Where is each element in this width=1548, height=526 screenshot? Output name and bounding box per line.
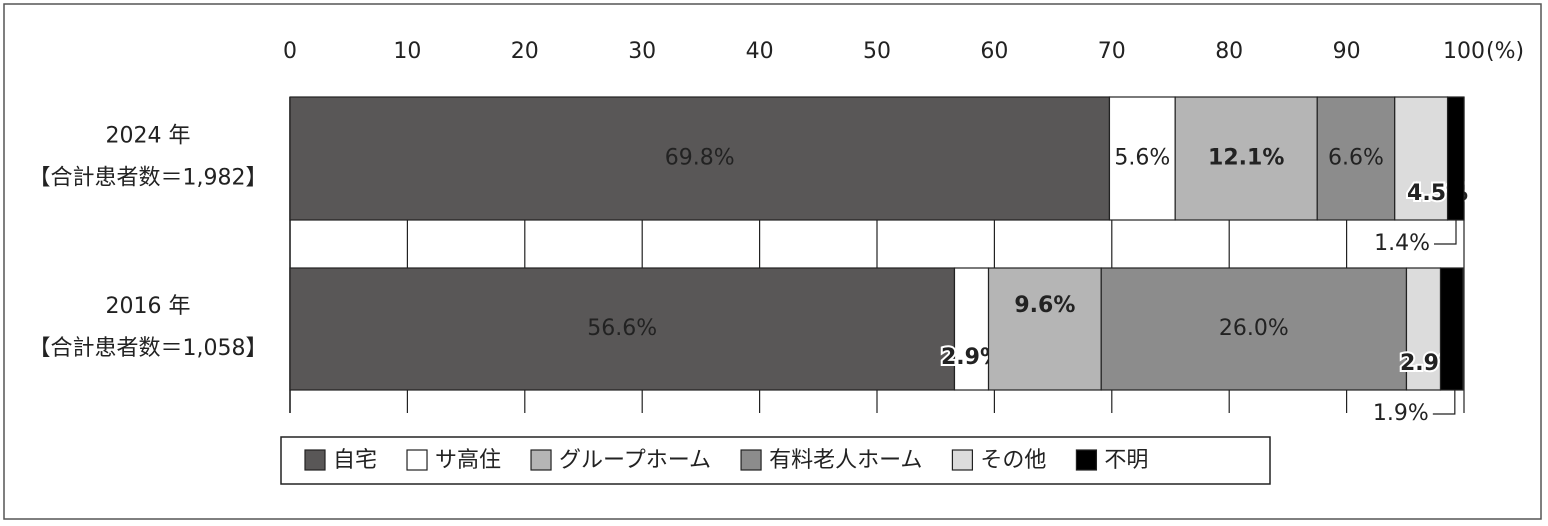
category-label: 2016 年 — [106, 294, 191, 319]
legend-swatch — [406, 449, 428, 471]
x-tick-label: 80 — [1215, 39, 1243, 64]
value-label: 12.1% — [1208, 146, 1284, 171]
bar-segment — [1446, 96, 1465, 221]
x-tick-label: 0 — [283, 39, 297, 64]
frame — [3, 3, 1542, 520]
bar-segment — [1100, 267, 1408, 391]
x-tick-label: 90 — [1333, 39, 1361, 64]
x-tick-label: 30 — [628, 39, 656, 64]
legend-label: 有料老人ホーム — [769, 448, 922, 473]
category-note: 【合計患者数＝1,982】 — [29, 166, 268, 191]
value-label: 1.4% — [1374, 231, 1430, 256]
bar-segment — [1405, 267, 1442, 391]
x-tick-label: 40 — [746, 39, 774, 64]
value-label: 26.0% — [1219, 316, 1289, 341]
x-tick-label: 70 — [1098, 39, 1126, 64]
bar-segment — [1316, 96, 1396, 221]
x-unit: (%) — [1486, 39, 1524, 64]
legend-swatch — [740, 449, 762, 471]
bar-segment — [1108, 96, 1176, 221]
value-label: 5.6% — [1114, 146, 1170, 171]
x-tick-label: 60 — [980, 39, 1008, 64]
value-label: 1.9% — [1373, 401, 1429, 426]
leader-line — [1434, 220, 1457, 245]
x-tick-label: 100 — [1443, 39, 1485, 64]
bar-segment — [1439, 267, 1464, 391]
legend-swatch — [1075, 449, 1098, 471]
legend-label: 不明 — [1104, 448, 1148, 473]
bar-segment — [1174, 96, 1318, 221]
legend-label: 自宅 — [333, 448, 377, 473]
x-tick-label: 20 — [511, 39, 539, 64]
value-label: 9.6% — [1014, 293, 1075, 318]
legend-swatch — [530, 449, 552, 471]
bar-segment — [1394, 96, 1449, 221]
legend-swatch — [304, 449, 326, 471]
x-tick-label: 50 — [863, 39, 891, 64]
legend-label: サ高住 — [435, 448, 501, 473]
bar-segment — [987, 267, 1102, 391]
category-label: 2024 年 — [106, 124, 191, 149]
category-note: 【合計患者数＝1,058】 — [29, 336, 268, 361]
value-label: 69.8% — [665, 146, 735, 171]
legend-label: グループホーム — [559, 448, 711, 473]
legend-box — [280, 436, 1271, 485]
x-tick-label: 10 — [393, 39, 421, 64]
leader-line — [1432, 390, 1456, 415]
legend-swatch — [951, 449, 974, 471]
value-label: 6.6% — [1328, 146, 1384, 171]
value-label: 56.6% — [587, 316, 657, 341]
bar-segment — [953, 267, 990, 391]
legend-label: その他 — [980, 448, 1046, 473]
bar-segment — [289, 267, 956, 391]
bar-segment — [289, 96, 1111, 221]
